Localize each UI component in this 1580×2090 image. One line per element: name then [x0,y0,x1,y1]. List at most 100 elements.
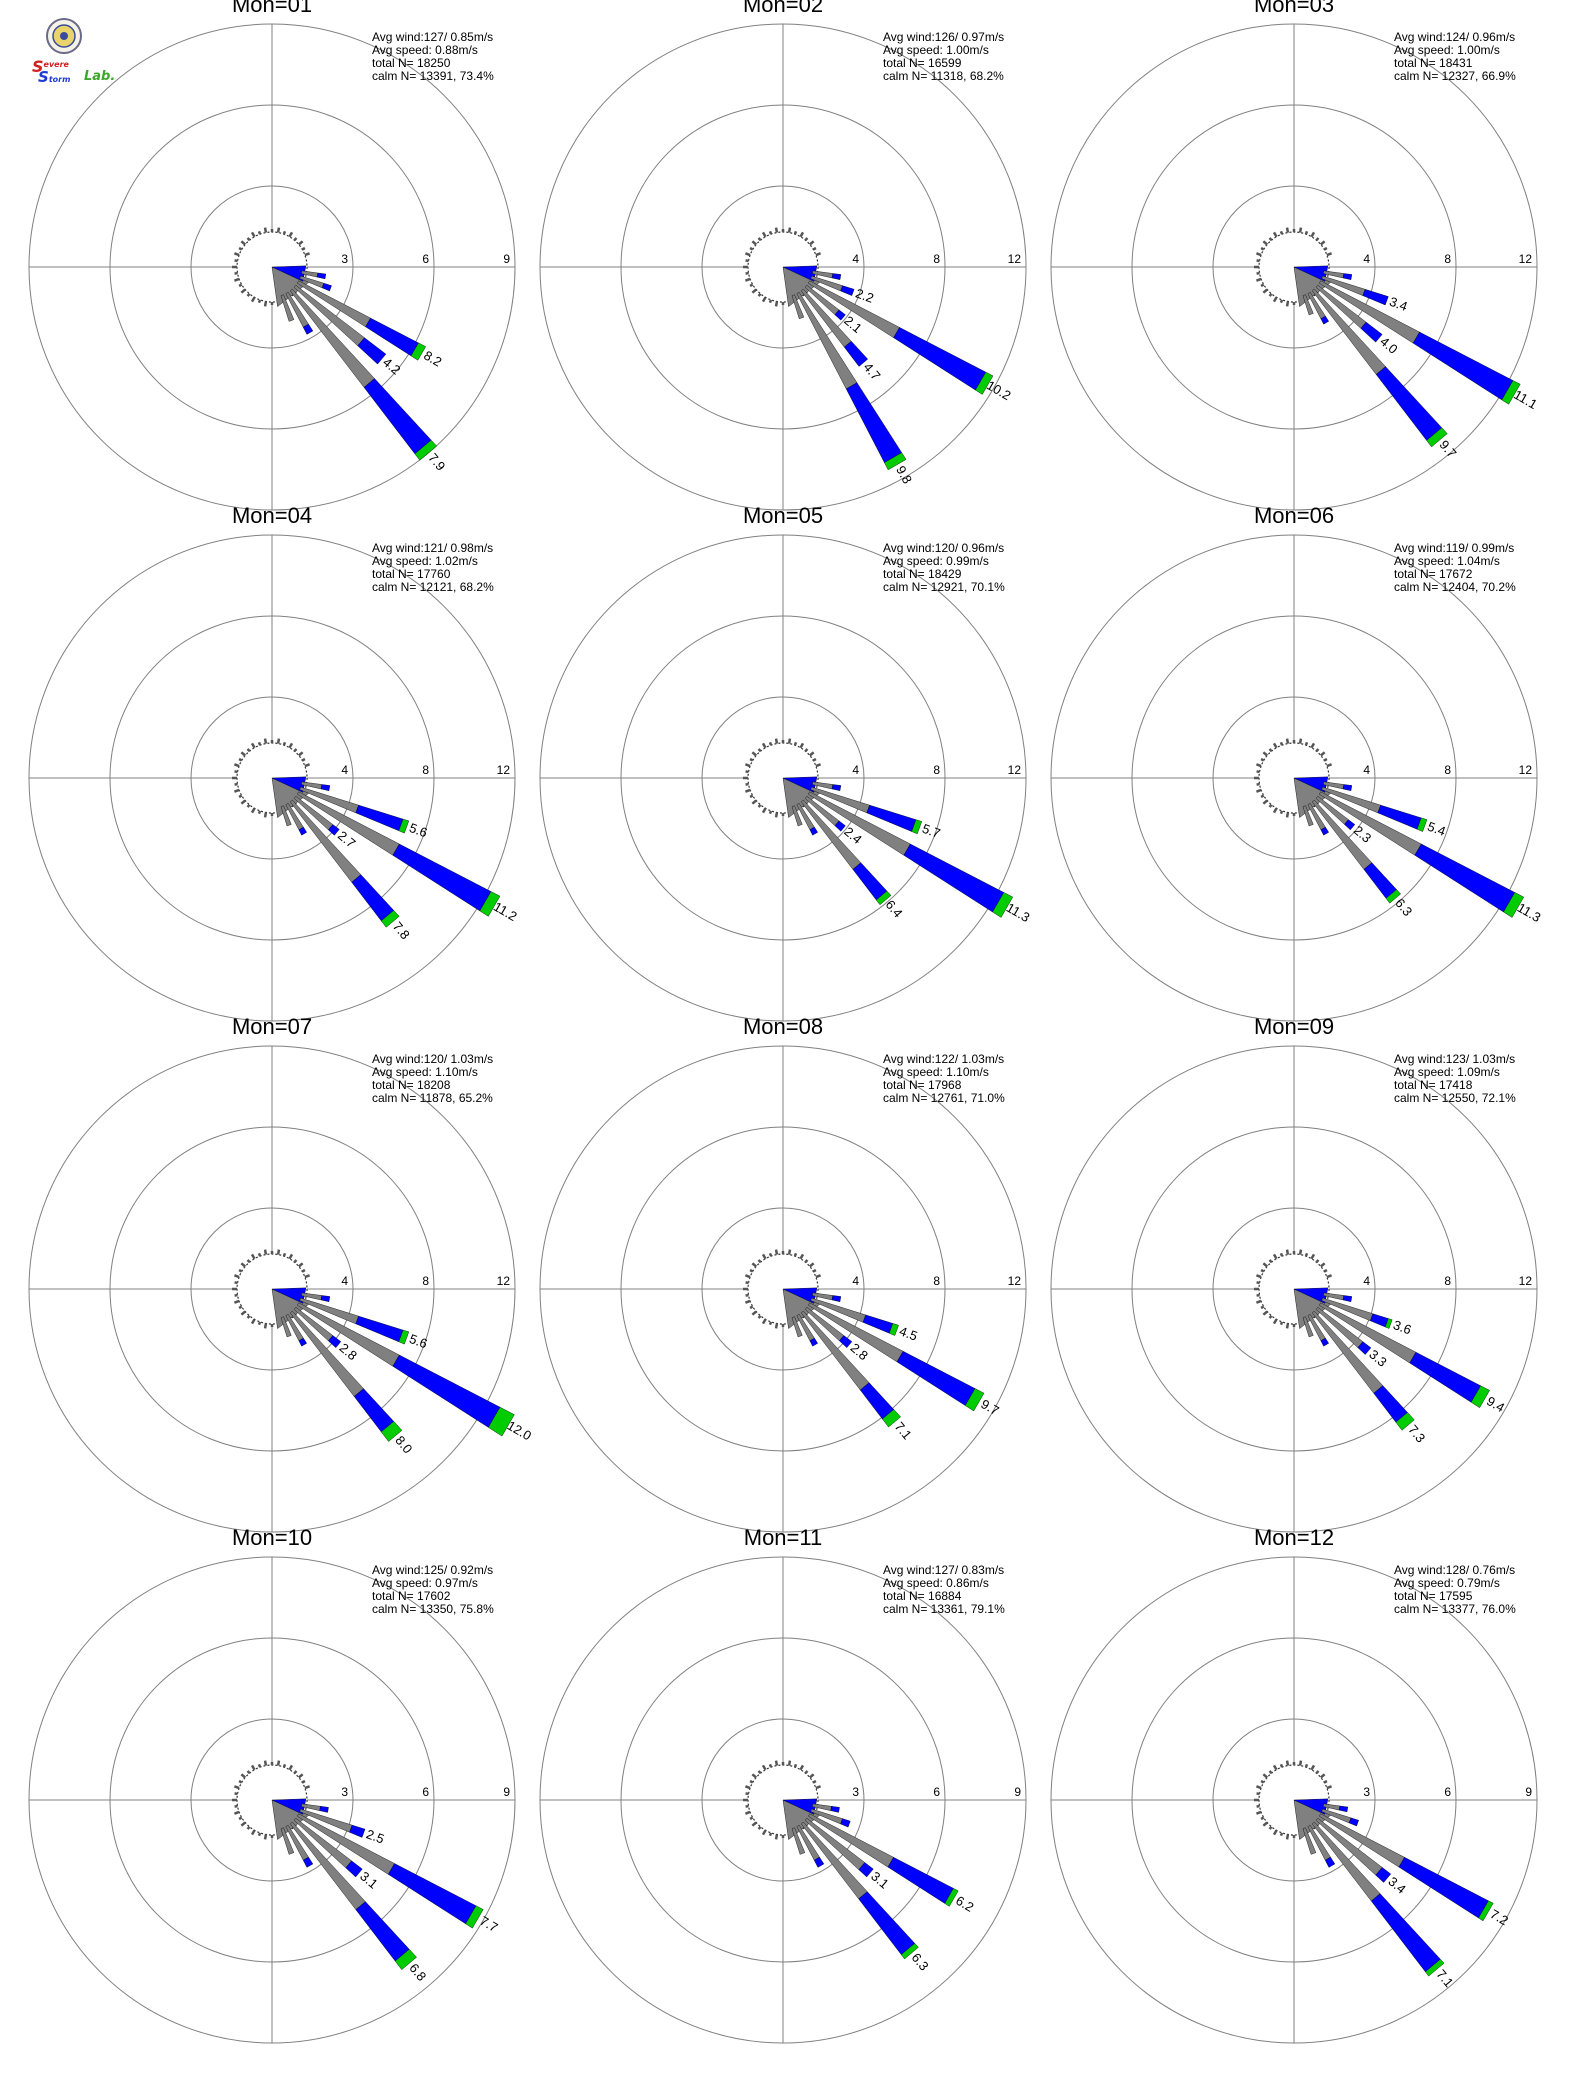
minor-direction-tick [304,763,311,768]
ring-label: 8 [1444,1274,1451,1288]
minor-direction-tick [1323,1268,1328,1273]
rose-title: Mon=07 [232,1014,312,1039]
spoke-blue [831,273,842,280]
minor-direction-tick [1326,1274,1333,1279]
spoke-green [911,819,923,835]
minor-direction-tick [761,1829,767,1836]
minor-direction-tick [1320,240,1326,246]
minor-direction-tick [1260,1779,1265,1784]
minor-direction-tick [304,1274,311,1279]
minor-direction-tick [1262,288,1268,294]
spoke-blue [887,1857,954,1904]
stats-line: calm N= 13377, 76.0% [1394,1602,1516,1616]
minor-direction-tick [1285,227,1290,233]
spoke-gray [1302,805,1314,827]
spoke-blue [830,1806,840,1813]
minor-direction-tick [282,1252,287,1257]
stats-line: Avg speed: 1.10m/s [372,1065,478,1079]
minor-direction-tick [815,252,822,257]
stats-line: calm N= 12121, 68.2% [372,580,494,594]
minor-direction-tick [246,293,251,297]
minor-direction-tick [240,288,246,294]
spoke-value-label: 4.0 [1377,334,1400,357]
stats-line: Avg speed: 0.79m/s [1394,1576,1500,1590]
spoke-green [380,910,400,928]
minor-direction-tick [1279,810,1284,815]
minor-direction-tick [1326,252,1333,257]
spoke-blue [1370,1313,1389,1328]
ring-label: 12 [497,763,511,777]
spoke-blue [1348,1817,1359,1827]
spoke-green [884,452,907,471]
logo-text-s2: S [38,68,49,84]
stats-line: total N= 17595 [1394,1589,1473,1603]
minor-direction-tick [240,240,246,246]
ring-label: 8 [1444,252,1451,266]
minor-direction-tick [233,1785,240,1790]
minor-direction-tick [298,751,304,757]
minor-direction-tick [812,757,817,762]
minor-direction-tick [1272,1253,1278,1260]
minor-direction-tick [1279,1321,1284,1326]
spoke-blue [1414,843,1516,913]
ring-label: 12 [1008,252,1022,266]
minor-direction-tick [1262,799,1268,805]
minor-direction-tick [1285,1760,1290,1766]
minor-direction-tick [1279,1832,1284,1837]
spoke-gray [791,1316,803,1338]
spoke-green [1425,1958,1445,1977]
spoke-value-label: 6.4 [883,897,906,920]
minor-direction-tick [787,1760,792,1766]
minor-direction-tick [749,1816,754,1821]
stats-line: total N= 18429 [883,567,962,581]
minor-direction-tick [744,1299,751,1304]
stats-line: Avg wind:128/ 0.76m/s [1394,1563,1515,1577]
minor-direction-tick [757,1770,762,1774]
minor-direction-tick [1272,296,1278,303]
minor-direction-tick [263,1323,268,1329]
stats-line: Avg speed: 0.99m/s [883,554,989,568]
spoke-value-label: 11.3 [1004,900,1033,925]
minor-direction-tick [288,1253,294,1260]
minor-direction-tick [809,751,815,757]
spoke-value-label: 7.1 [892,1419,915,1442]
minor-direction-tick [774,738,779,744]
minor-direction-tick [298,240,304,246]
minor-direction-tick [749,1268,754,1273]
minor-direction-tick [288,1764,294,1771]
minor-direction-tick [301,246,306,251]
minor-direction-tick [246,1315,251,1319]
minor-direction-tick [1262,1773,1268,1779]
minor-direction-tick [1255,1810,1262,1815]
spoke-value-label: 4.7 [860,360,883,383]
minor-direction-tick [240,799,246,805]
minor-direction-tick [751,288,757,294]
ring-label: 4 [1363,763,1370,777]
spoke-blue [302,1856,314,1868]
ring-label: 8 [933,763,940,777]
minor-direction-tick [240,1821,246,1827]
minor-direction-tick [238,1816,243,1821]
spoke-blue [893,327,987,391]
stats-line: Avg wind:127/ 0.83m/s [883,1563,1004,1577]
minor-direction-tick [1262,1821,1268,1827]
minor-direction-tick [240,751,246,757]
minor-direction-tick [774,227,779,233]
stats-line: Avg wind:126/ 0.97m/s [883,30,1004,44]
spoke-value-label: 9.8 [893,463,915,486]
minor-direction-tick [304,252,311,257]
minor-direction-tick [1268,1826,1273,1830]
minor-direction-tick [804,748,809,752]
minor-direction-tick [1298,1760,1303,1766]
minor-direction-tick [744,1810,751,1815]
stats-line: calm N= 12550, 72.1% [1394,1091,1516,1105]
minor-direction-tick [298,1773,304,1779]
spoke-gray [1302,1316,1314,1338]
minor-direction-tick [744,788,751,793]
spoke-blue [1357,1341,1372,1355]
minor-direction-tick [768,1321,773,1326]
minor-direction-tick [787,227,792,233]
spoke-blue [320,1295,331,1302]
spoke-value-label: 7.2 [1488,1906,1511,1928]
minor-direction-tick [1298,738,1303,744]
